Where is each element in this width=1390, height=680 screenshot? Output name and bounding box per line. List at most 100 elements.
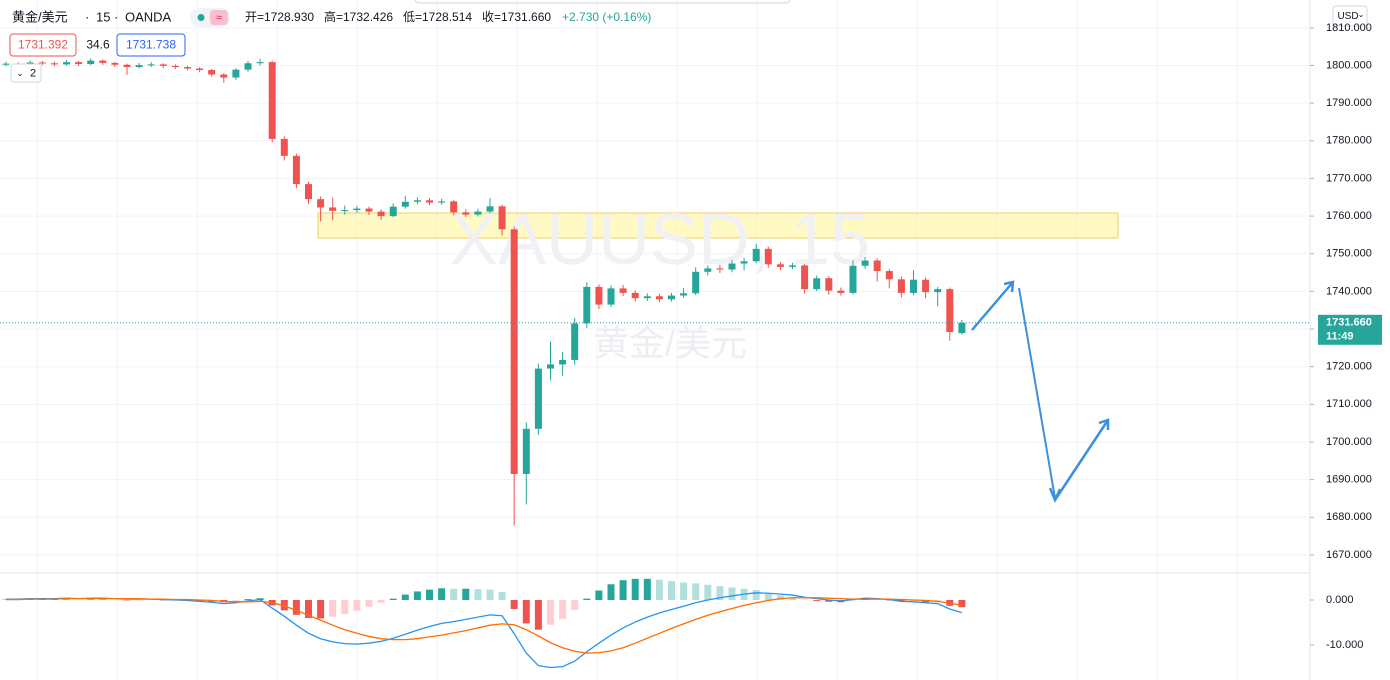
arrow-up (1053, 419, 1110, 501)
macd-histogram-bar (438, 588, 446, 600)
candle-body (474, 211, 482, 215)
macd-histogram-bar (776, 595, 784, 600)
candle-body (268, 62, 276, 139)
macd-histogram-bar (244, 599, 252, 600)
y-tick-label: 1780.000 (1326, 135, 1372, 147)
separator: · (114, 9, 118, 24)
candle-body (607, 288, 615, 305)
candle-body (849, 265, 857, 293)
currency-button[interactable] (1332, 5, 1368, 27)
candle-body (837, 290, 845, 293)
candle-body (38, 62, 46, 64)
y-tick-label: 1720.000 (1326, 361, 1372, 373)
plot (0, 58, 1310, 669)
macd-histogram-bar (752, 590, 760, 600)
candle-body (595, 286, 603, 305)
y-tick-label: 1760.000 (1326, 210, 1372, 222)
macd-histogram-bar (317, 600, 325, 619)
macd-histogram-bar (764, 592, 772, 600)
y-tick-label: 1810.000 (1326, 22, 1372, 34)
macd-histogram-bar (607, 584, 615, 600)
candle-body (426, 200, 433, 203)
candle-body (692, 271, 700, 294)
candle-body (813, 278, 821, 290)
candle-body (462, 212, 470, 215)
y-tick-label: 1740.000 (1326, 285, 1372, 297)
candle-body (631, 292, 639, 299)
macd-histogram-bar (668, 581, 675, 600)
macd-histogram-bar (377, 600, 385, 603)
macd-histogram-bar (559, 600, 567, 619)
candle-body (958, 322, 966, 334)
candle-body (99, 60, 107, 63)
macd-histogram-bar (547, 600, 554, 625)
macd-histogram-bar (692, 583, 700, 600)
candle-body (728, 263, 736, 270)
macd-histogram-bar (389, 598, 397, 600)
candle-body (934, 289, 942, 293)
y-tick-label: 1790.000 (1326, 97, 1372, 109)
indicator-count: 2 (30, 67, 36, 79)
candle-body (377, 211, 385, 217)
candle-body (450, 201, 458, 213)
candle-body (825, 278, 833, 291)
y-tick-label: 0.000 (1326, 594, 1354, 606)
candle-body (861, 260, 869, 266)
candle-body (655, 296, 663, 300)
ohlc-close: 收=1731.660 (482, 10, 551, 24)
y-tick-label: 1680.000 (1326, 511, 1372, 523)
ohlc-open: 开=1728.930 (245, 10, 314, 24)
status-glyph: ≈ (216, 12, 222, 24)
candle-body (389, 206, 397, 217)
candle-body (486, 206, 494, 212)
macd-histogram-bar (341, 600, 349, 614)
symbol: 黄金/美元 (12, 9, 68, 24)
candle-body (208, 70, 216, 75)
candle-body (244, 63, 252, 70)
y-tick-label: 1800.000 (1326, 59, 1372, 71)
interval: 15 (96, 9, 110, 24)
candle-body (547, 364, 554, 369)
candle-body (413, 200, 421, 202)
candle-body (87, 60, 95, 65)
macd-histogram-bar (292, 600, 300, 615)
candle-body (571, 323, 579, 360)
chevron: ⌄ (1358, 10, 1365, 19)
buy-box[interactable] (116, 33, 186, 57)
macd-histogram-bar (232, 600, 240, 601)
candle-body (716, 268, 724, 270)
macd-histogram-bar (571, 600, 579, 610)
sell-box[interactable] (9, 33, 77, 57)
y-tick-label: -10.000 (1326, 639, 1363, 651)
candle-body (776, 264, 784, 267)
candle-body (789, 265, 796, 267)
last-price-label: 1731.660 (1326, 317, 1372, 329)
candle-body (704, 268, 712, 272)
macd-histogram-bar (510, 600, 518, 609)
market-status (197, 14, 205, 21)
candle-body (752, 248, 760, 262)
grid (0, 0, 1310, 680)
resistance-zone (317, 212, 1119, 239)
chevron: ⌄ (16, 68, 24, 78)
candle-body (922, 279, 930, 293)
macd-histogram-bar (522, 600, 530, 624)
macd-line (6, 592, 963, 669)
candle-body (305, 184, 312, 200)
exchange: OANDA (125, 9, 172, 24)
toolbar-tab (414, 0, 791, 4)
candle-body (619, 288, 627, 293)
macd-histogram-bar (462, 588, 470, 600)
buy-price: 1731.738 (126, 38, 176, 52)
candle-body (341, 210, 349, 212)
candle-body (510, 229, 518, 474)
macd-histogram-bar (534, 600, 542, 630)
macd-histogram-bar (280, 600, 288, 611)
macd-histogram-bar (353, 600, 361, 611)
arrow-up (971, 281, 1014, 331)
macd-histogram-bar (196, 600, 204, 602)
macd-histogram-bar (655, 579, 663, 600)
macd-histogram-bar (958, 600, 966, 608)
indicator-toggle[interactable] (10, 63, 42, 83)
